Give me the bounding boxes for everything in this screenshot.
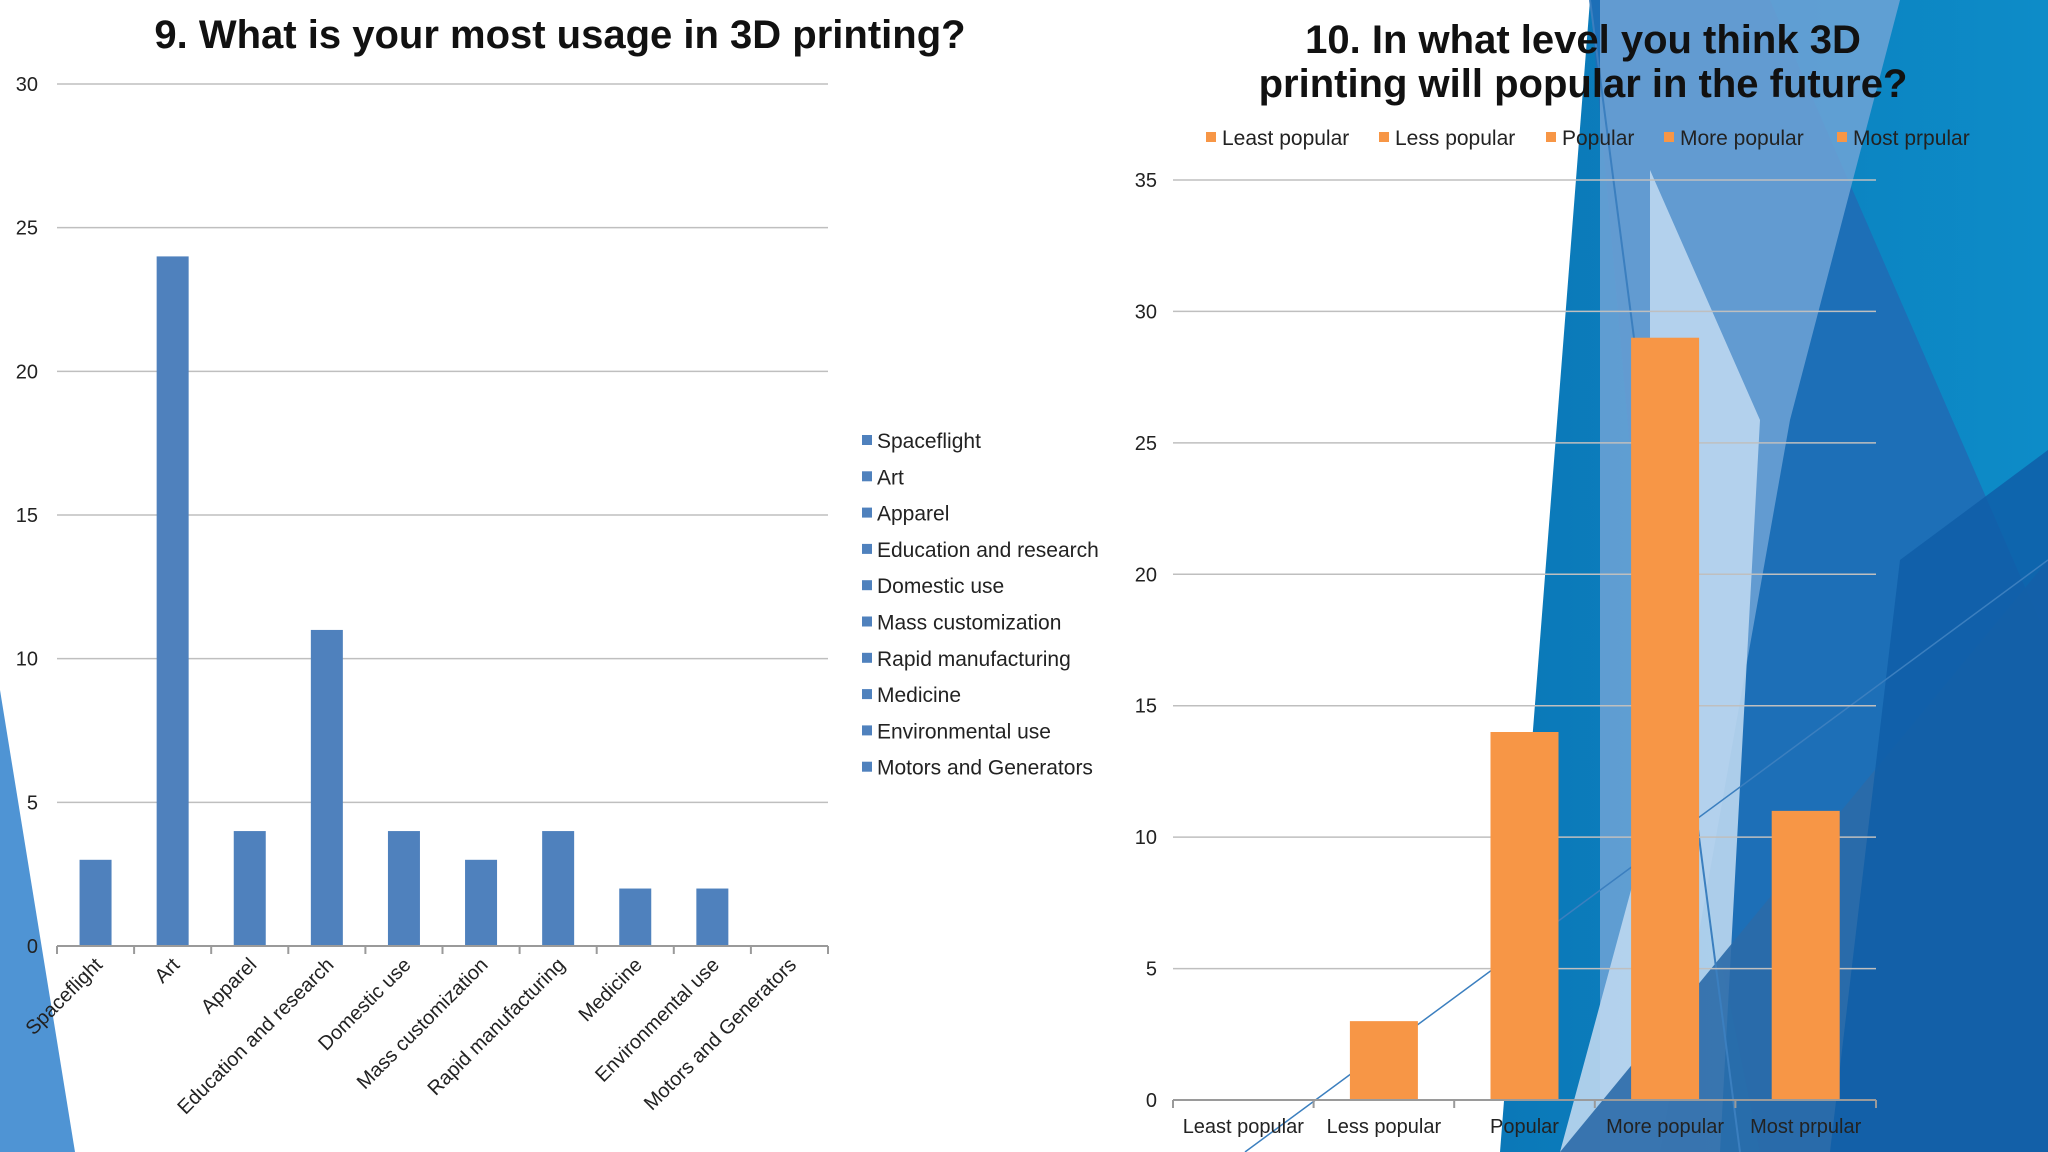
y-tick-label: 35 [1135, 170, 1157, 192]
usage-chart-y-axis: 0 5 10 15 20 25 30 [16, 74, 38, 958]
legend-swatch [1546, 132, 1556, 142]
left-edge-triangle [0, 690, 75, 1152]
legend-swatch [1664, 132, 1674, 142]
legend-swatch [862, 652, 872, 663]
y-tick-label: 30 [16, 74, 38, 96]
x-category-label: Apparel [197, 954, 261, 1018]
x-category-label: Education and research [173, 954, 338, 1119]
bar-medicine [619, 888, 652, 946]
y-tick-label: 10 [16, 649, 38, 671]
bar-most-prpular [1771, 810, 1840, 1100]
popularity-chart: 10. In what level you think 3D printing w… [1135, 18, 1970, 1138]
legend-entry: Popular [1562, 127, 1634, 150]
legend-swatch [862, 471, 872, 482]
popularity-chart-bars [1349, 337, 1840, 1100]
x-category-label: Mass customization [353, 954, 493, 1094]
bar-more-popular [1631, 337, 1700, 1100]
popularity-chart-gridlines [1173, 179, 1876, 970]
legend-swatch [862, 689, 872, 700]
legend-swatch [862, 580, 872, 591]
legend-entry: Education and research [877, 539, 1099, 562]
legend-entry: Apparel [877, 503, 949, 526]
legend-entry: Most prpular [1853, 127, 1970, 150]
legend-entry: Least popular [1222, 127, 1349, 150]
y-tick-label: 25 [16, 218, 38, 240]
popularity-chart-y-axis: 0 5 10 15 20 25 30 35 [1135, 170, 1157, 1112]
y-tick-label: 10 [1135, 827, 1157, 849]
legend-entry: Less popular [1395, 127, 1515, 150]
legend-swatch [862, 435, 872, 445]
bar-domestic-use [387, 831, 420, 946]
legend-swatch [862, 725, 872, 736]
y-tick-label: 0 [27, 936, 38, 958]
x-category-label: Art [151, 954, 185, 988]
usage-chart-x-axis [56, 945, 829, 954]
legend-swatch [862, 616, 872, 627]
y-tick-label: 5 [27, 792, 38, 814]
x-category-label: Most prpular [1750, 1116, 1861, 1138]
legend-entry: Domestic use [877, 575, 1004, 598]
legend-swatch [1379, 132, 1389, 142]
legend-entry: More popular [1680, 127, 1804, 150]
y-tick-label: 5 [1146, 959, 1157, 981]
bar-popular [1490, 732, 1559, 1100]
popularity-chart-legend: Least popular Less popular Popular More pop… [1206, 127, 1970, 150]
legend-entry: Medicine [877, 684, 961, 707]
legend-swatch [1837, 132, 1847, 142]
bar-apparel [233, 831, 266, 946]
legend-entry: Environmental use [877, 720, 1051, 743]
bar-mass-customization [465, 859, 498, 946]
legend-swatch [1206, 132, 1216, 142]
y-tick-label: 0 [1146, 1090, 1157, 1112]
x-category-label: Medicine [575, 954, 647, 1026]
bar-less-popular [1349, 1021, 1418, 1100]
bar-education-and-research [310, 629, 343, 946]
usage-chart: 9. What is your most usage in 3D printin… [16, 13, 1099, 1119]
legend-swatch [862, 761, 872, 772]
legend-entry: Rapid manufacturing [877, 648, 1071, 671]
legend-swatch [862, 507, 872, 518]
bar-environmental-use [696, 888, 729, 946]
legend-entry: Spaceflight [877, 430, 981, 453]
x-category-label: Least popular [1183, 1116, 1305, 1138]
y-tick-label: 25 [1135, 433, 1157, 455]
y-tick-label: 20 [16, 361, 38, 383]
y-tick-label: 15 [16, 505, 38, 527]
y-tick-label: 20 [1135, 564, 1157, 586]
x-category-label: Rapid manufacturing [424, 954, 570, 1100]
legend-entry: Mass customization [877, 612, 1061, 635]
usage-chart-title: 9. What is your most usage in 3D printin… [154, 13, 965, 57]
y-tick-label: 30 [1135, 301, 1157, 323]
x-category-label: Popular [1490, 1116, 1559, 1138]
usage-chart-legend: Spaceflight Art Apparel Education and resea… [862, 430, 1099, 780]
y-tick-label: 15 [1135, 696, 1157, 718]
popularity-chart-x-labels: Least popular Less popular Popular More pop… [1183, 1116, 1862, 1138]
popularity-chart-x-axis [1172, 1099, 1877, 1108]
x-category-label: More popular [1606, 1116, 1724, 1138]
x-category-label: Less popular [1327, 1116, 1442, 1138]
bar-art [156, 256, 189, 946]
usage-chart-bars [79, 256, 729, 946]
legend-entry: Art [877, 466, 904, 489]
right-band-deep [1830, 450, 2048, 1152]
legend-swatch [862, 543, 872, 554]
popularity-chart-title: 10. In what level you think 3D printing w… [1259, 18, 1908, 106]
x-category-label: Motors and Generators [640, 954, 801, 1115]
bar-spaceflight [79, 859, 112, 946]
legend-entry: Motors and Generators [877, 757, 1093, 780]
bar-rapid-manufacturing [542, 831, 575, 946]
